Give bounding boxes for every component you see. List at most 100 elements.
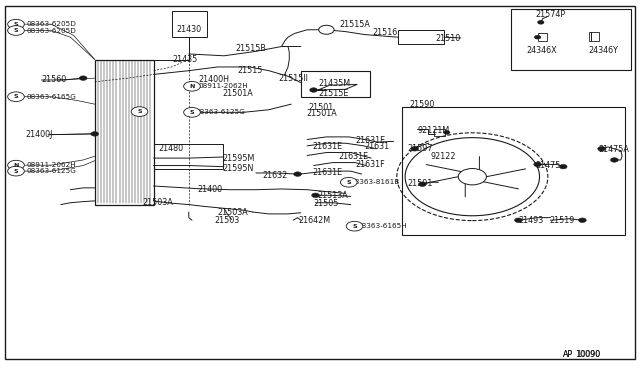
Bar: [589, 32, 599, 41]
Text: 21435: 21435: [173, 55, 198, 64]
Circle shape: [131, 107, 148, 116]
Text: 21400J: 21400J: [26, 130, 53, 139]
Circle shape: [340, 177, 357, 187]
Text: 21493: 21493: [518, 217, 543, 225]
Circle shape: [321, 27, 332, 33]
Text: 21503A: 21503A: [218, 208, 248, 217]
Text: 21503: 21503: [214, 216, 239, 225]
Text: 21631E: 21631E: [312, 142, 342, 151]
Circle shape: [184, 81, 200, 91]
Text: 10090: 10090: [575, 350, 600, 359]
Circle shape: [598, 147, 605, 151]
Text: N: N: [189, 84, 195, 89]
Text: 21430: 21430: [176, 25, 202, 34]
Bar: [398, 30, 444, 44]
Text: 10090: 10090: [576, 350, 600, 359]
Circle shape: [8, 92, 24, 102]
Text: 21631F: 21631F: [356, 160, 385, 169]
Text: S: S: [352, 224, 357, 229]
Text: 08363-6205D: 08363-6205D: [27, 21, 77, 27]
Text: 21505: 21505: [314, 199, 339, 208]
Circle shape: [444, 131, 450, 134]
Text: 21516: 21516: [372, 28, 397, 37]
Text: 08363-6125G: 08363-6125G: [27, 168, 77, 174]
Text: 21591: 21591: [407, 179, 433, 188]
Circle shape: [534, 162, 541, 167]
Text: 08363-6205D: 08363-6205D: [27, 28, 77, 33]
Bar: [511, 9, 631, 70]
Bar: [95, 60, 154, 205]
Text: 92121M: 92121M: [417, 126, 449, 135]
Circle shape: [538, 20, 544, 24]
Circle shape: [8, 166, 24, 176]
Text: S: S: [346, 180, 351, 185]
Text: 21515: 21515: [237, 66, 262, 75]
Text: 08363-8161B: 08363-8161B: [351, 179, 400, 185]
Text: 21515B: 21515B: [236, 44, 266, 53]
Text: 21595M: 21595M: [223, 154, 255, 163]
Text: 21519: 21519: [549, 217, 575, 225]
Circle shape: [534, 35, 541, 39]
Text: S: S: [189, 110, 195, 115]
Bar: [172, 11, 207, 37]
Circle shape: [411, 147, 419, 151]
Bar: [434, 129, 445, 136]
Text: S: S: [13, 94, 19, 99]
Text: AP: AP: [563, 350, 573, 359]
Text: 21501: 21501: [308, 103, 333, 112]
Circle shape: [8, 26, 24, 35]
Circle shape: [312, 193, 319, 198]
Text: 21503A: 21503A: [142, 198, 173, 207]
Text: S: S: [13, 28, 19, 33]
Circle shape: [310, 88, 317, 92]
Text: 21515A: 21515A: [339, 20, 370, 29]
Text: 21480: 21480: [159, 144, 184, 153]
Circle shape: [346, 221, 363, 231]
Text: 08911-2062H: 08911-2062H: [27, 162, 77, 168]
Circle shape: [184, 108, 200, 117]
Bar: [154, 144, 223, 169]
Text: 21631E: 21631E: [355, 136, 385, 145]
Text: 21475A: 21475A: [598, 145, 629, 154]
Text: 08363-6165G: 08363-6165G: [27, 94, 77, 100]
Text: 21590: 21590: [410, 100, 435, 109]
Text: 21435M: 21435M: [319, 79, 351, 88]
Text: 21631E: 21631E: [312, 169, 342, 177]
Text: N: N: [13, 163, 19, 168]
Text: 08363-6125G: 08363-6125G: [195, 109, 245, 115]
Text: AP: AP: [563, 350, 573, 359]
Text: 08911-2062H: 08911-2062H: [198, 83, 248, 89]
Circle shape: [515, 218, 522, 222]
Text: 21515E: 21515E: [319, 89, 349, 97]
Circle shape: [579, 218, 586, 222]
Text: 21631E: 21631E: [338, 153, 368, 161]
Text: 21513A: 21513A: [317, 191, 348, 200]
Circle shape: [79, 76, 87, 80]
Text: 21560: 21560: [42, 76, 67, 84]
Circle shape: [559, 164, 567, 169]
Circle shape: [419, 182, 426, 186]
Text: 21510: 21510: [435, 34, 460, 43]
Text: S: S: [13, 169, 19, 174]
Text: 21475: 21475: [535, 161, 561, 170]
Bar: [402, 107, 625, 235]
Text: 21574P: 21574P: [535, 10, 566, 19]
Bar: [301, 71, 370, 97]
Circle shape: [8, 19, 24, 29]
Text: 21515II: 21515II: [278, 74, 308, 83]
Text: 21631: 21631: [365, 142, 390, 151]
Circle shape: [319, 25, 334, 34]
Circle shape: [8, 160, 24, 170]
Circle shape: [458, 169, 486, 185]
Text: 21595N: 21595N: [223, 164, 254, 173]
Text: S: S: [13, 22, 19, 27]
Circle shape: [611, 158, 618, 162]
Text: 21632: 21632: [262, 171, 287, 180]
Text: 21597: 21597: [407, 144, 433, 153]
Text: S: S: [137, 109, 142, 114]
Text: 24346Y: 24346Y: [589, 46, 619, 55]
Text: 08363-6165H: 08363-6165H: [357, 223, 407, 229]
Text: 21501A: 21501A: [223, 89, 253, 97]
Text: 21501A: 21501A: [306, 109, 337, 118]
Text: 21400H: 21400H: [198, 76, 229, 84]
